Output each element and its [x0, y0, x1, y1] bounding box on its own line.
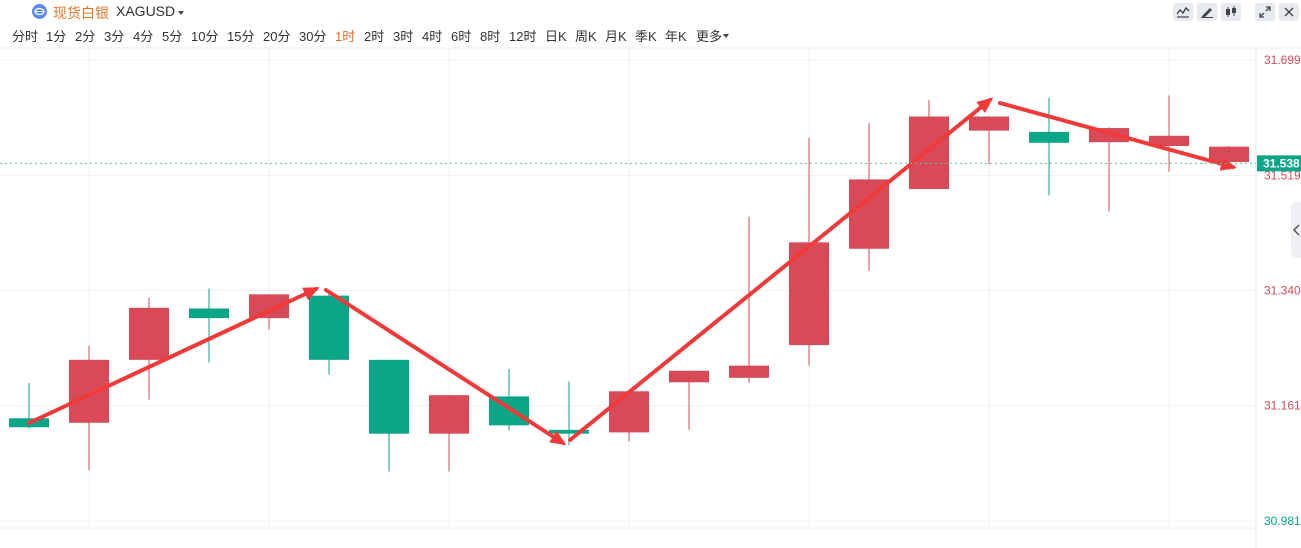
trend-arrow — [568, 97, 994, 442]
candle-body[interactable] — [729, 365, 769, 378]
candle-body[interactable] — [549, 429, 589, 434]
period-tab[interactable]: 日K — [545, 29, 567, 44]
period-tab[interactable]: 6时 — [451, 29, 472, 44]
candle-body[interactable] — [909, 116, 949, 190]
period-tab[interactable]: 30分 — [299, 29, 327, 44]
candle-body[interactable] — [849, 179, 889, 249]
chevron-left-icon[interactable] — [1291, 202, 1301, 258]
period-tab[interactable]: 12时 — [509, 29, 537, 44]
y-tick-label: 31.340 — [1264, 284, 1301, 298]
instrument-title[interactable]: 现货白银 — [53, 5, 109, 21]
period-tab[interactable]: 月K — [605, 29, 627, 44]
period-tab[interactable]: 1分 — [46, 29, 67, 44]
candle-body[interactable] — [249, 294, 289, 319]
period-tab[interactable]: 4时 — [422, 29, 443, 44]
trend-arrow — [27, 287, 320, 425]
period-tab[interactable]: 15分 — [227, 29, 255, 44]
candle-body[interactable] — [69, 359, 109, 423]
candle-body[interactable] — [1209, 146, 1249, 163]
draw-pen-icon[interactable] — [1197, 3, 1217, 21]
period-tab[interactable]: 更多 — [696, 29, 723, 44]
period-tab[interactable]: 10分 — [191, 29, 219, 44]
trend-arrow — [998, 101, 1237, 171]
y-tick-label: 30.981 — [1264, 514, 1301, 528]
candle-body[interactable] — [609, 391, 649, 433]
period-tab[interactable]: 3时 — [393, 29, 414, 44]
candle-body[interactable] — [969, 116, 1009, 131]
y-tick-label: 31.699 — [1264, 53, 1301, 67]
close-icon[interactable] — [1279, 3, 1299, 21]
candle-body[interactable] — [669, 370, 709, 383]
candle-body[interactable] — [309, 295, 349, 360]
chevron-down-icon[interactable] — [178, 11, 184, 15]
period-tab[interactable]: 5分 — [162, 29, 183, 44]
period-tab[interactable]: 年K — [665, 29, 687, 44]
period-tab[interactable]: 季K — [635, 29, 657, 44]
period-tab[interactable]: 1时 — [335, 29, 356, 44]
chevron-down-icon[interactable] — [723, 34, 729, 38]
period-tab[interactable]: 2时 — [364, 29, 385, 44]
instrument-symbol[interactable]: XAGUSD — [116, 3, 176, 19]
period-tab[interactable]: 2分 — [75, 29, 96, 44]
period-tabs: 分时 1分 2分 3分 4分 5分 10分 15分 20分 30分 1时 2时 3时 4时 6时 8时 12时日… — [0, 26, 1301, 44]
period-tab[interactable]: 8时 — [480, 29, 501, 44]
period-tab[interactable]: 4分 — [133, 29, 154, 44]
current-price-badge — [1257, 155, 1301, 172]
header-bar: 现货白银 XAGUSD — [0, 0, 1301, 24]
candle-body[interactable] — [1029, 131, 1069, 143]
fullscreen-icon[interactable] — [1255, 3, 1275, 21]
candle-body[interactable] — [189, 308, 229, 319]
candle-body[interactable] — [369, 359, 409, 434]
candle-body[interactable] — [1149, 135, 1189, 147]
period-tab[interactable]: 20分 — [263, 29, 291, 44]
current-price-label: 31.538 — [1263, 156, 1300, 170]
silver-coin-icon — [32, 4, 47, 19]
trend-arrow — [324, 288, 567, 446]
period-tab[interactable]: 3分 — [104, 29, 125, 44]
indicator-icon[interactable] — [1173, 3, 1193, 21]
candle-style-icon[interactable] — [1221, 3, 1241, 21]
candle-body[interactable] — [129, 307, 169, 360]
y-tick-label: 31.519 — [1264, 169, 1301, 183]
candle-body[interactable] — [429, 395, 469, 434]
period-tab[interactable]: 分时 — [12, 29, 39, 44]
y-tick-label: 31.161 — [1264, 398, 1301, 412]
period-tab[interactable]: 周K — [575, 29, 597, 44]
